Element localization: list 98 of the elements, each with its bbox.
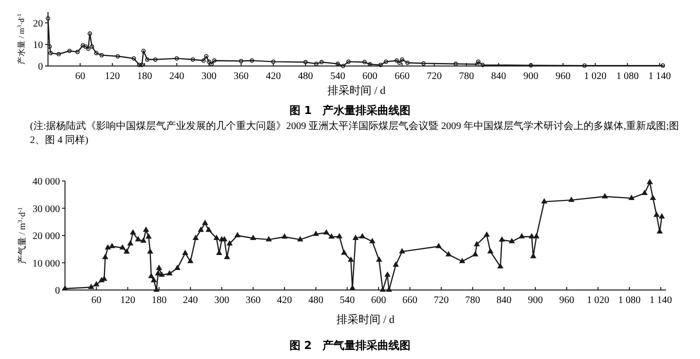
x-axis-title: 排采时间 / d	[327, 84, 386, 97]
point	[145, 57, 150, 62]
x-tick-label: 780	[458, 71, 474, 82]
point	[174, 56, 179, 61]
x-tick-label: 360	[234, 71, 249, 82]
point	[400, 57, 404, 62]
x-tick-label: 420	[276, 295, 292, 306]
point	[190, 57, 196, 62]
point	[480, 62, 485, 68]
x-tick-label: 960	[556, 71, 571, 82]
point	[206, 60, 212, 64]
point	[140, 62, 144, 68]
y-tick-label: 0	[55, 286, 60, 296]
point	[394, 58, 399, 63]
x-tick-label: 1 140	[650, 295, 672, 306]
point	[476, 60, 480, 64]
point	[153, 57, 158, 62]
point	[582, 63, 587, 68]
point	[99, 53, 104, 58]
point	[271, 60, 276, 64]
point	[340, 64, 346, 68]
y-tick-label: 30 000	[32, 204, 60, 215]
point	[238, 58, 244, 64]
point	[314, 62, 318, 66]
x-tick-label: 540	[340, 295, 355, 306]
point	[454, 62, 458, 66]
point	[48, 50, 53, 56]
x-tick-label: 1 020	[584, 71, 606, 82]
x-tick-label: 60	[75, 71, 86, 82]
x-tick-label: 900	[528, 295, 543, 306]
point	[67, 48, 72, 54]
x-tick-label: 300	[201, 71, 216, 82]
point	[204, 54, 208, 58]
x-tick-label: 1 020	[586, 295, 610, 306]
y-tick-label: 10 000	[32, 258, 60, 270]
point	[56, 52, 61, 56]
point	[90, 44, 94, 49]
point	[384, 60, 388, 64]
x-axis-title: 排采时间 / d	[336, 313, 396, 326]
x-tick-label: 600	[362, 71, 378, 82]
y-tick-label: 20	[33, 18, 43, 30]
point	[94, 50, 98, 56]
point	[132, 56, 136, 61]
point	[83, 44, 88, 49]
x-tick-label: 840	[491, 71, 506, 82]
x-tick-label: 180	[137, 71, 152, 82]
x-tick-label: 300	[214, 295, 230, 306]
x-tick-label: 780	[465, 295, 480, 306]
point	[116, 54, 120, 58]
x-tick-label: 960	[559, 295, 574, 306]
x-tick-label: 1 080	[618, 295, 641, 306]
x-tick-label: 660	[402, 295, 418, 306]
point	[250, 58, 254, 63]
point	[405, 60, 410, 65]
x-tick-label: 180	[152, 295, 167, 306]
point	[212, 58, 217, 63]
y-tick-label: 40 000	[32, 176, 60, 188]
x-tick-label: 120	[120, 295, 136, 306]
point	[86, 46, 90, 51]
point	[421, 61, 426, 66]
y-tick-label: 0	[38, 62, 43, 72]
x-tick-label: 840	[496, 295, 512, 306]
x-tick-label: 60	[91, 295, 102, 306]
x-tick-label: 660	[394, 71, 410, 82]
x-tick-label: 240	[182, 295, 198, 306]
x-tick-label: 900	[523, 71, 538, 82]
point	[303, 60, 308, 64]
point	[75, 50, 80, 54]
point	[80, 43, 86, 48]
point	[346, 60, 351, 64]
text: 图 2 产气量排采曲线图	[289, 339, 411, 352]
point	[397, 60, 402, 65]
x-tick-label: 420	[266, 71, 281, 82]
point	[362, 60, 367, 64]
x-tick-label: 1 080	[616, 71, 639, 82]
x-tick-label: 720	[426, 71, 442, 82]
point	[141, 48, 146, 54]
x-tick-label: 480	[308, 295, 324, 306]
x-tick-label: 600	[371, 295, 386, 306]
x-tick-label: 720	[434, 295, 449, 306]
x-tick-label: 240	[169, 71, 184, 82]
y-tick-label: 10	[33, 40, 43, 51]
x-tick-label: 540	[330, 71, 346, 82]
y-tick-label: 20 000	[32, 231, 60, 242]
point	[209, 62, 214, 66]
point	[47, 44, 52, 49]
point	[201, 58, 206, 63]
point	[88, 31, 92, 36]
point	[378, 62, 383, 68]
point	[475, 62, 480, 66]
x-tick-label: 1 140	[648, 71, 671, 82]
x-tick-label: 120	[104, 71, 120, 82]
text: 图 1 产水量排采曲线图	[289, 104, 411, 117]
point	[319, 60, 324, 64]
point	[137, 62, 142, 68]
x-tick-label: 480	[298, 71, 314, 82]
text: (注:据杨陆武《影响中国煤层气产业发展的几个重大问题》2009 亚洲太平洋国际煤层气会议暨 2009 年中国煤层气学术研讨会上的多媒体,重新成图;图 2、图 4 同样)	[30, 120, 680, 148]
x-tick-label: 360	[246, 295, 261, 306]
